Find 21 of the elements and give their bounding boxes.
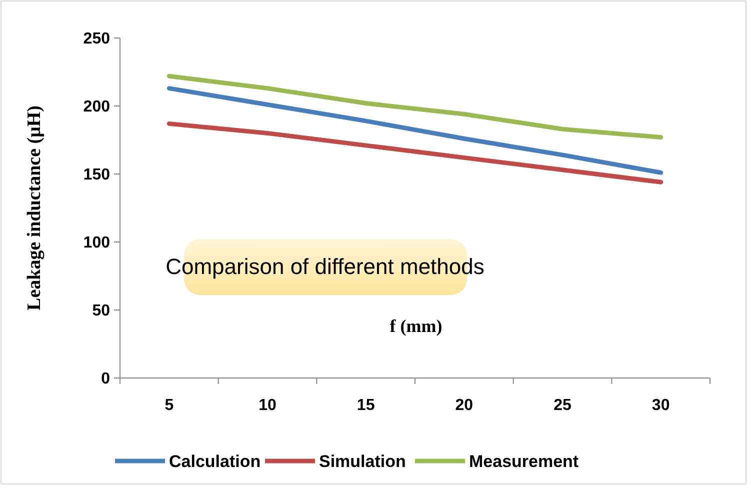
legend-label: Measurement xyxy=(469,452,579,471)
line-series xyxy=(166,121,664,184)
x-tick-label: 10 xyxy=(258,397,276,414)
x-axis-title: f (mm) xyxy=(390,316,442,336)
y-tick-label: 200 xyxy=(83,98,110,116)
x-tick-label: 20 xyxy=(455,397,474,414)
line-series xyxy=(166,74,664,140)
legend-label: Simulation xyxy=(319,452,406,471)
y-tick-label: 150 xyxy=(83,166,110,184)
annotation: Comparison of different methods xyxy=(166,254,484,279)
x-tick-label: 25 xyxy=(554,397,572,414)
y-tick-label: 100 xyxy=(83,234,110,252)
x-tick-label: 15 xyxy=(356,397,375,414)
line-series xyxy=(166,86,664,175)
y-tick-label: 250 xyxy=(83,30,110,48)
x-tick-label: 30 xyxy=(652,397,670,414)
y-axis-title: Leakage inductance (μH) xyxy=(24,106,45,310)
y-tick-label: 0 xyxy=(101,370,110,388)
y-tick-label: 50 xyxy=(92,302,110,320)
x-tick-label: 5 xyxy=(164,397,174,414)
legend-label: Calculation xyxy=(169,452,261,471)
